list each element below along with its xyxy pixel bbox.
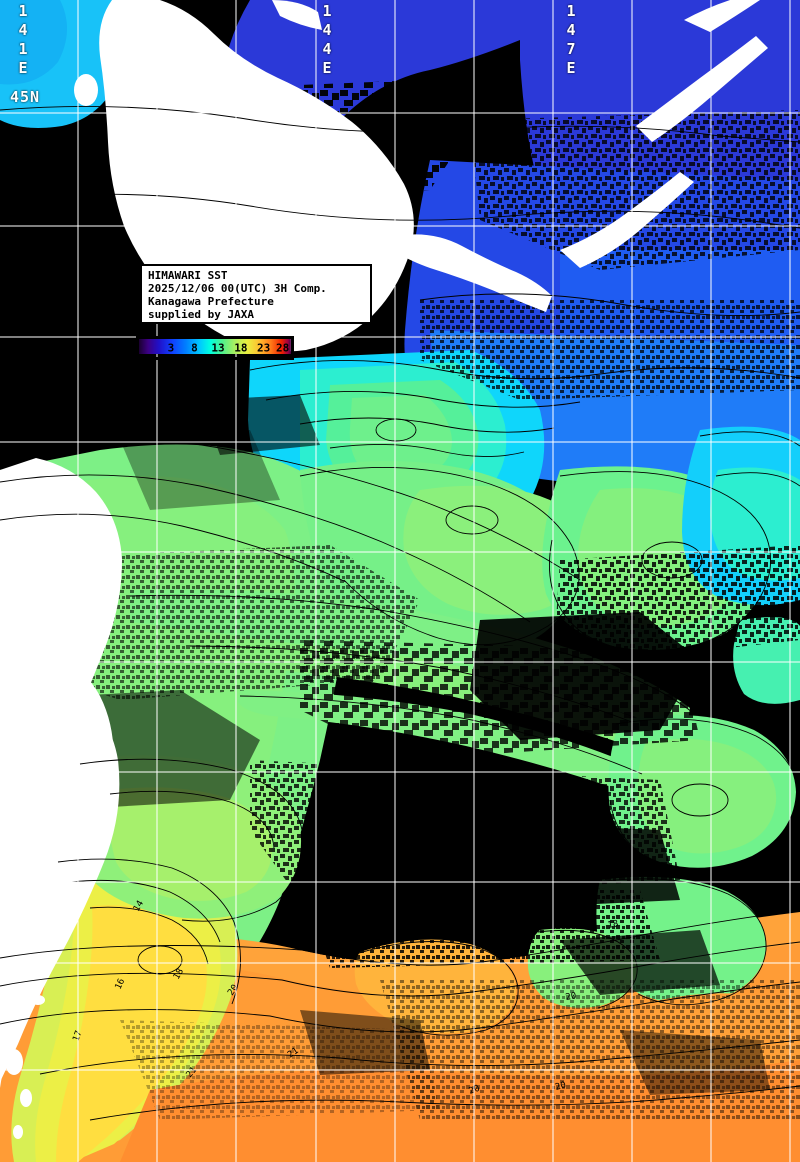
colorbar-tick-18: 18 [234, 341, 248, 355]
lon-label-144e: 144E [318, 2, 336, 78]
svg-text:14: 14 [132, 899, 146, 913]
lat-label-45n: 45N [10, 88, 41, 106]
isotherm-contours [0, 105, 800, 1121]
colorbar-tick-8: 8 [191, 341, 198, 355]
svg-text:18: 18 [172, 967, 186, 981]
product-info-box: HIMAWARI SST 2025/12/06 00(UTC) 3H Comp.… [140, 264, 372, 324]
colorbar-tick-13: 13 [211, 341, 225, 355]
svg-text:20: 20 [565, 991, 577, 1003]
product-credit: supplied by JAXA [148, 308, 254, 321]
svg-text:20: 20 [554, 1080, 567, 1092]
product-datetime: 2025/12/06 00(UTC) 3H Comp. [148, 282, 327, 295]
product-title: HIMAWARI SST [148, 269, 228, 282]
coastline-land [0, 0, 768, 1139]
svg-text:18: 18 [607, 919, 619, 931]
colorbar-ramp [139, 339, 291, 355]
colorbar-tick-23: 23 [257, 341, 271, 355]
product-region: Kanagawa Prefecture [148, 295, 274, 308]
svg-text:16: 16 [114, 977, 128, 991]
sst-colorbar: 3 8 13 18 23 28 [136, 336, 294, 360]
colorbar-tick-3: 3 [167, 341, 175, 355]
lon-label-147e: 147E [562, 2, 580, 78]
colorbar-tick-28: 28 [276, 341, 290, 355]
colorbar-ticks: 3 8 13 18 23 28 [139, 339, 291, 357]
lon-label-141e-visible: 141E [14, 2, 32, 78]
